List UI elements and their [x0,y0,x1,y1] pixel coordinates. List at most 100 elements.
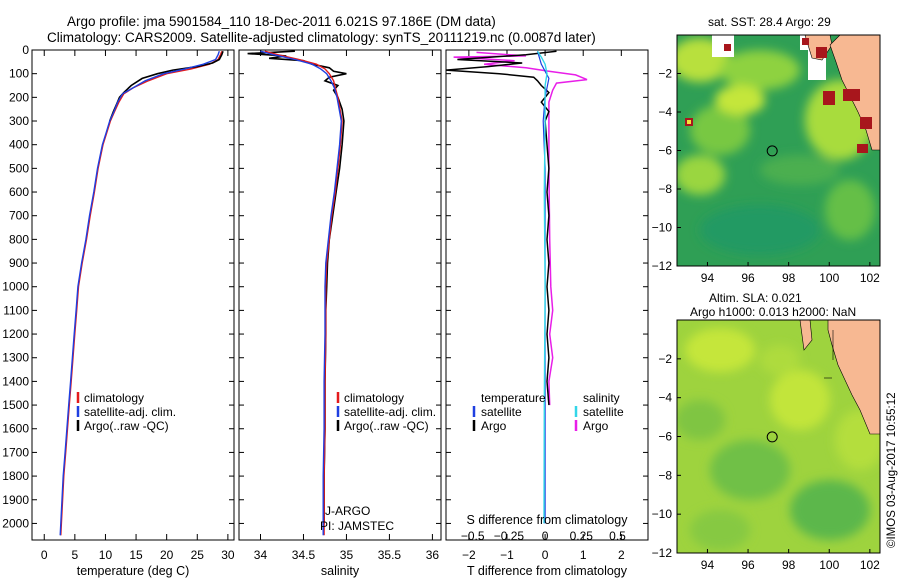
map-y-tick-label: −6 [658,430,672,444]
map-y-tick-label: −2 [658,67,672,81]
legend-label-s-satellite: satellite [583,405,624,419]
s-tick-label: −0.25 [494,529,525,543]
map-x-tick-label: 96 [741,558,755,572]
x-tick-label: 35 [340,548,354,562]
depth-tick-label: 2000 [2,516,29,530]
depth-tick-label: 200 [9,90,29,104]
temperature-climatology-line [60,50,223,536]
depth-tick-label: 500 [9,161,29,175]
temperature-axis-ticks: 0 5 10 15 20 25 30 [32,49,235,562]
map-x-tick-label: 100 [819,558,839,572]
legend-label-t-argo: Argo [481,419,507,433]
x-tick-label: 10 [99,548,113,562]
x-tick-label: −1 [500,548,514,562]
sla-map-axis-ticks: 94 96 98 100 102 −2 −4 −6 −8 −10 −12 [652,352,881,572]
legend-label-argo: Argo(..raw -QC) [344,419,429,433]
x-tick-label: 0 [542,548,549,562]
depth-axis-labels: 0 100 200 300 400 500 600 700 800 900 1000 1100 1200… [2,43,29,530]
sst-map-title: sat. SST: 28.4 Argo: 29 [708,15,831,29]
depth-tick-label: 1900 [2,493,29,507]
temperature-axis-label: temperature (deg C) [77,564,190,578]
depth-tick-label: 1400 [2,374,29,388]
map-y-tick-label: −10 [652,507,673,521]
depth-tick-label: 0 [22,43,29,57]
depth-tick-label: 600 [9,185,29,199]
map-x-tick-label: 98 [782,271,796,285]
x-tick-label: −2 [462,548,476,562]
depth-tick-label: 1200 [2,327,29,341]
x-tick-label: 20 [160,548,174,562]
x-tick-label: 25 [191,548,205,562]
s-tick-label: 0.25 [570,529,594,543]
depth-tick-label: 1300 [2,351,29,365]
map-x-tick-label: 102 [860,558,880,572]
legend-label-satellite: satellite-adj. clim. [84,405,176,419]
x-tick-label: 34.5 [292,548,316,562]
map-y-tick-label: −2 [658,352,672,366]
depth-tick-label: 1600 [2,422,29,436]
sla-map-argo-position-marker [766,431,778,443]
legend-label-climatology: climatology [84,391,144,405]
salinity-diff-argo-line [453,51,588,406]
difference-legend: temperature salinity satellite Argo sate… [472,391,624,433]
legend-label-argo: Argo(..raw -QC) [84,419,169,433]
x-tick-label: 34 [254,548,268,562]
x-tick-label: 2 [618,548,625,562]
map-y-tick-label: −4 [658,391,672,405]
annotation-j-argo: J-ARGO [325,504,370,518]
salinity-climatology-line [264,50,343,536]
salinity-legend: climatology satellite-adj. clim. Argo(..… [320,391,436,533]
s-tick-label: −0.5 [461,529,485,543]
map-x-tick-label: 94 [701,271,715,285]
sst-map-argo-position-marker [766,145,778,157]
map-y-tick-label: −4 [658,105,672,119]
depth-tick-label: 1700 [2,445,29,459]
depth-tick-label: 300 [9,114,29,128]
annotation-pi-jamstec: PI: JAMSTEC [320,519,394,533]
map-y-tick-label: −6 [658,144,672,158]
depth-tick-label: 100 [9,67,29,81]
map-x-tick-label: 102 [860,271,880,285]
map-x-tick-label: 96 [741,271,755,285]
s-tick-label: 0.5 [609,529,626,543]
temperature-argo-line [108,50,224,122]
legend-label-t-satellite: satellite [481,405,522,419]
depth-tick-label: 1100 [3,303,29,317]
s-tick-label: 0 [542,529,549,543]
depth-tick-label: 900 [9,256,29,270]
x-tick-label: 30 [221,548,235,562]
depth-tick-label: 1800 [2,469,29,483]
temperature-diff-argo-line [446,50,557,406]
legend-label-s-argo: Argo [583,419,609,433]
depth-tick-label: 800 [9,232,29,246]
x-tick-label: 15 [129,548,143,562]
map-y-tick-label: −8 [658,182,672,196]
legend-label-climatology: climatology [344,391,404,405]
sla-map-title-line2: Argo h1000: 0.013 h2000: NaN [690,305,856,319]
salinity-plot-frame [238,49,442,541]
t-difference-axis-label: T difference from climatology [467,564,628,578]
salinity-axis-label: salinity [321,564,360,578]
map-y-tick-label: −10 [652,221,673,235]
temperature-plot-frame [31,49,235,541]
legend-label-satellite: satellite-adj. clim. [344,405,436,419]
depth-tick-label: 400 [9,138,29,152]
temperature-legend: climatology satellite-adj. clim. Argo(..… [76,391,176,433]
difference-plot-frame [445,49,649,541]
salinity-satellite-line [260,50,343,536]
x-tick-label: 1 [580,548,587,562]
figure-title-line2: Climatology: CARS2009. Satellite-adjuste… [47,30,596,45]
map-y-tick-label: −12 [652,546,673,560]
map-y-tick-label: −12 [652,259,673,273]
map-x-tick-label: 98 [782,558,796,572]
s-difference-axis-label: S difference from climatology [467,513,629,527]
legend-header-temperature: temperature [481,391,546,405]
depth-tick-label: 700 [9,209,29,223]
x-tick-label: 5 [72,548,79,562]
sst-map-image [677,35,880,266]
temperature-satellite-line [59,50,220,536]
x-tick-label: 35.5 [378,548,402,562]
x-tick-label: 36 [426,548,440,562]
depth-tick-label: 1000 [2,280,29,294]
